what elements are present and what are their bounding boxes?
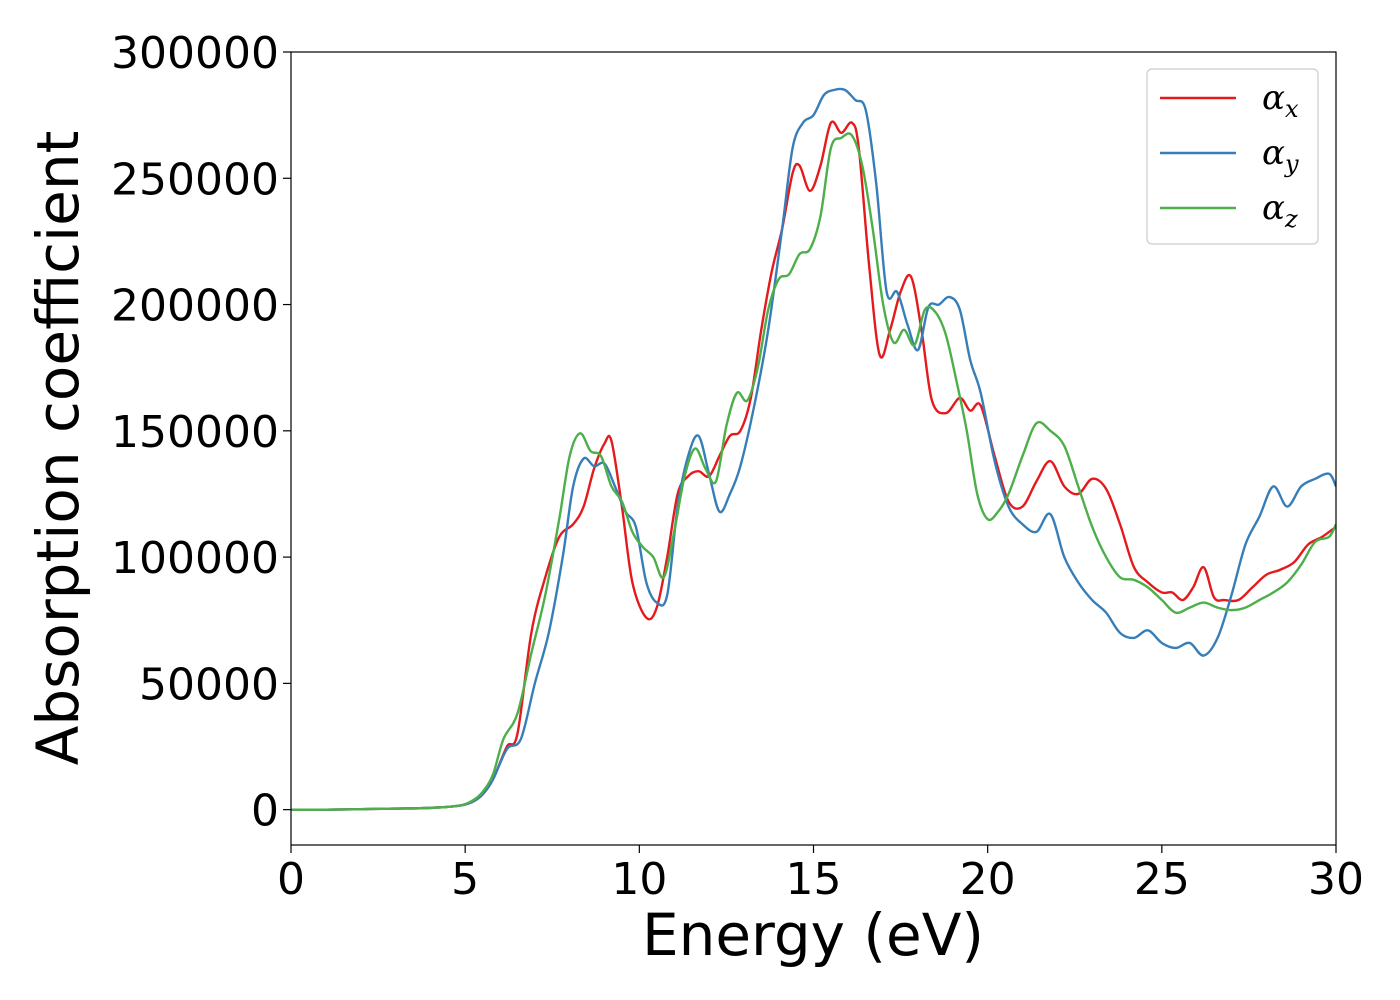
y-tick-label: 300000 [111,28,279,79]
y-tick-label: 100000 [111,533,279,584]
x-axis: 0 5 10 15 20 25 30 [277,845,1364,905]
legend-label-x: αx [1262,78,1299,123]
y-axis: 0 50000 100000 150000 200000 250000 300000 [111,28,291,837]
x-tick-label: 15 [786,854,842,905]
x-axis-title: Energy (eV) [642,901,984,969]
y-tick-label: 0 [251,786,279,837]
y-tick-label: 50000 [139,659,279,710]
x-tick-label: 0 [277,854,305,905]
series-layer [291,87,1336,811]
legend: αx αy αz [1146,68,1319,245]
x-tick-label: 20 [960,854,1016,905]
legend-box [1146,68,1319,245]
y-tick-label: 250000 [111,154,279,205]
legend-label-y: αy [1262,133,1299,178]
y-tick-label: 150000 [111,407,279,458]
legend-label-z: αz [1262,188,1298,233]
x-tick-label: 5 [451,854,479,905]
y-tick-label: 200000 [111,281,279,332]
x-tick-label: 10 [611,854,667,905]
series-line-x [291,120,1336,811]
x-tick-label: 30 [1308,854,1364,905]
y-axis-title: Absorption coefficient [24,131,92,766]
x-tick-label: 25 [1134,854,1190,905]
series-line-z [291,132,1336,811]
series-line-y [291,87,1336,811]
